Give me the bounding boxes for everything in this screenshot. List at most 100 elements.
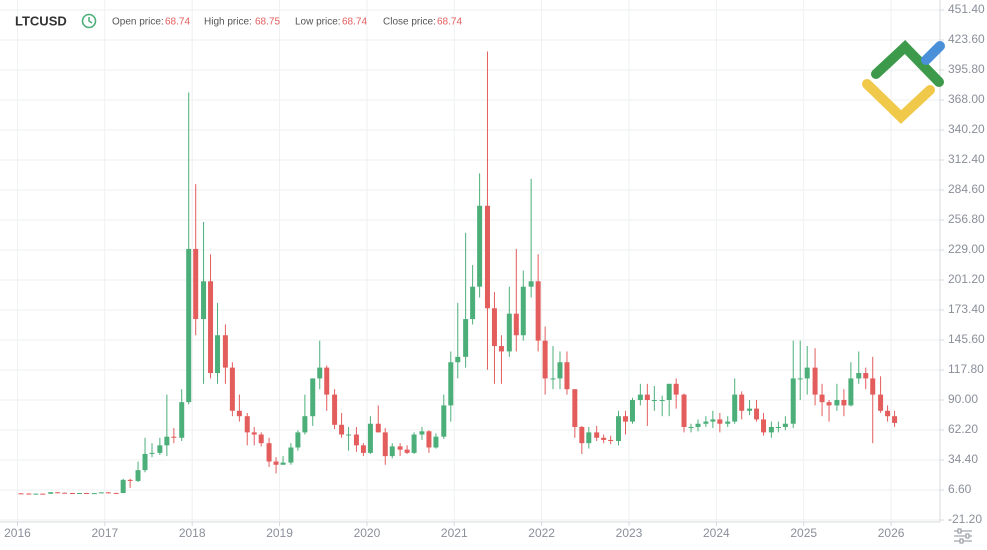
candle-body — [193, 248, 199, 320]
candle-body — [302, 416, 308, 433]
candle-body — [382, 432, 388, 457]
candle-body — [149, 452, 155, 454]
info-label: Low price: — [295, 17, 341, 28]
candle-body — [448, 362, 454, 406]
candle-body — [754, 408, 760, 420]
y-tick-label: 340.20 — [948, 122, 985, 136]
info-label: Open price: — [112, 17, 164, 28]
candle-body — [295, 432, 301, 448]
candle-body — [397, 446, 403, 450]
candle-body — [586, 432, 592, 444]
candle-body — [892, 416, 898, 423]
y-tick-label: 6.60 — [948, 482, 972, 496]
candle-body — [768, 426, 774, 433]
candle-body — [426, 431, 432, 448]
y-tick-label: 451.40 — [948, 2, 985, 16]
candle-body — [812, 367, 818, 395]
candle-body — [360, 445, 366, 453]
candle-body — [484, 205, 490, 309]
y-tick-label: 368.00 — [948, 92, 985, 106]
candle-body — [455, 356, 461, 363]
candle-body — [629, 400, 635, 422]
candle-body — [389, 446, 395, 457]
candle-body — [572, 389, 578, 427]
candle-body — [819, 394, 825, 403]
x-tick-label: 2022 — [528, 526, 555, 540]
candle-body — [520, 286, 526, 336]
candle-body — [433, 436, 439, 448]
x-tick-label: 2021 — [441, 526, 468, 540]
y-tick-label: 284.60 — [948, 182, 985, 196]
info-label: Close price: — [383, 17, 436, 28]
candle-body — [717, 419, 723, 424]
candle-body — [186, 248, 192, 403]
candle-body — [346, 434, 352, 436]
candle-body — [790, 378, 796, 424]
y-tick-label: 229.00 — [948, 242, 985, 256]
candle-body — [201, 281, 207, 320]
candle-body — [48, 492, 54, 494]
candle-body — [651, 400, 657, 401]
y-tick-label: 90.00 — [948, 392, 978, 406]
candle-body — [681, 394, 687, 427]
info-value: 68.75 — [255, 17, 280, 28]
candle-body — [528, 281, 534, 287]
candle-body — [127, 479, 133, 481]
candle-body — [739, 394, 745, 411]
candle-body — [834, 400, 840, 406]
candle-body — [222, 335, 228, 368]
y-tick-label: 201.20 — [948, 272, 985, 286]
candle-body — [419, 431, 425, 435]
candle-body — [491, 308, 497, 347]
candle-body — [513, 313, 519, 336]
candle-body — [506, 313, 512, 352]
candle-body — [644, 394, 650, 400]
candle-body — [171, 436, 177, 438]
candle-body — [608, 439, 614, 442]
y-tick-label: -21.20 — [948, 512, 982, 526]
candle-body — [673, 383, 679, 395]
candle-body — [579, 426, 585, 444]
x-tick-label: 2018 — [179, 526, 206, 540]
x-tick-label: 2024 — [703, 526, 730, 540]
candle-body — [477, 205, 483, 287]
x-tick-label: 2016 — [4, 526, 31, 540]
candle-body — [40, 493, 46, 495]
candle-body — [236, 410, 242, 417]
candle-body — [273, 461, 279, 465]
candle-body — [33, 493, 39, 495]
candle-body — [208, 281, 214, 374]
candle-body — [623, 416, 629, 422]
candle-body — [878, 394, 884, 411]
candle-body — [782, 423, 788, 427]
candle-body — [775, 426, 781, 428]
symbol: LTCUSD — [15, 13, 67, 28]
candle-body — [215, 335, 221, 374]
candle-body — [83, 493, 89, 495]
candle-body — [91, 493, 97, 495]
candle-body — [266, 443, 272, 462]
clock-icon — [81, 13, 97, 29]
settings-icon[interactable] — [954, 528, 972, 544]
y-tick-label: 173.40 — [948, 302, 985, 316]
candle-body — [761, 419, 767, 433]
x-tick-label: 2023 — [616, 526, 643, 540]
candle-body — [179, 402, 185, 438]
candle-body — [105, 492, 111, 494]
candle-body — [339, 424, 345, 435]
candle-body — [367, 423, 373, 453]
candle-body — [26, 493, 32, 495]
candle-body — [157, 445, 163, 453]
grid — [0, 0, 940, 522]
candle-body — [244, 416, 250, 433]
y-tick-label: 312.40 — [948, 152, 985, 166]
candle-body — [797, 378, 803, 380]
candle-body — [258, 434, 264, 444]
candle-body — [317, 367, 323, 379]
logo — [862, 40, 945, 124]
candle-body — [353, 434, 359, 446]
info-label: High price: — [204, 17, 252, 28]
candles — [18, 51, 898, 495]
candle-body — [288, 447, 294, 463]
